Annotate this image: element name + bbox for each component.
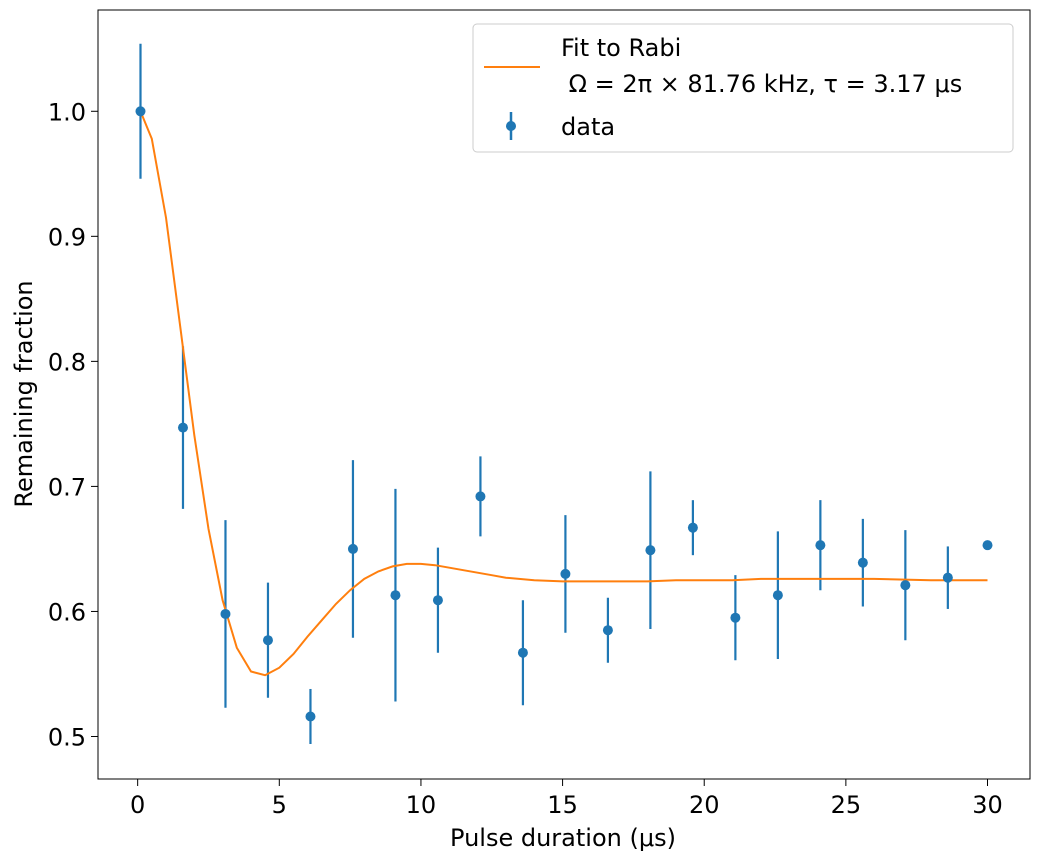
x-tick-label: 30 (972, 791, 1003, 819)
x-tick-label: 25 (831, 791, 862, 819)
data-point (220, 608, 231, 619)
y-tick-label: 1.0 (48, 98, 86, 126)
data-point (135, 106, 146, 117)
data-point (517, 647, 528, 658)
data-point (982, 540, 993, 551)
fit-curve (139, 110, 988, 677)
legend-fit-label-line2: Ω = 2π × 81.76 kHz, τ = 3.17 μs (561, 70, 962, 98)
data-point (177, 422, 188, 433)
legend-data-label: data (561, 113, 615, 141)
plot-frame (97, 9, 1031, 780)
data-point (942, 572, 953, 583)
legend-data-marker (506, 121, 516, 131)
data-point (772, 590, 783, 601)
data-point (857, 557, 868, 568)
y-tick-label: 0.8 (48, 348, 86, 376)
data-point (815, 540, 826, 551)
data-point (347, 543, 358, 554)
x-tick-label: 5 (272, 791, 287, 819)
data-point (390, 590, 401, 601)
legend: Fit to Rabi Ω = 2π × 81.76 kHz, τ = 3.17… (472, 23, 1014, 153)
y-axis-label: Remaining fraction (10, 280, 38, 507)
x-tick-label: 0 (130, 791, 145, 819)
data-point (687, 522, 698, 533)
x-axis-ticks: 0 5 10 15 20 25 30 (130, 779, 1003, 819)
x-tick-label: 10 (406, 791, 437, 819)
data-point (475, 491, 486, 502)
y-axis-ticks: 0.5 0.6 0.7 0.8 0.9 1.0 (48, 98, 98, 751)
legend-fit-label-line1: Fit to Rabi (561, 34, 681, 62)
x-tick-label: 15 (547, 791, 578, 819)
data-point (730, 612, 741, 623)
y-tick-label: 0.7 (48, 473, 86, 501)
data-point (900, 580, 911, 591)
y-tick-label: 0.9 (48, 223, 86, 251)
x-axis-label: Pulse duration (μs) (450, 824, 676, 852)
legend-box (472, 23, 1014, 153)
y-tick-label: 0.5 (48, 723, 86, 751)
data-point (560, 568, 571, 579)
data-point (432, 595, 443, 606)
data-point (305, 711, 316, 722)
data-point (602, 625, 613, 636)
x-tick-label: 20 (689, 791, 720, 819)
data-point (645, 545, 656, 556)
series-layer (135, 43, 993, 744)
y-tick-label: 0.6 (48, 598, 86, 626)
data-point (262, 635, 273, 646)
